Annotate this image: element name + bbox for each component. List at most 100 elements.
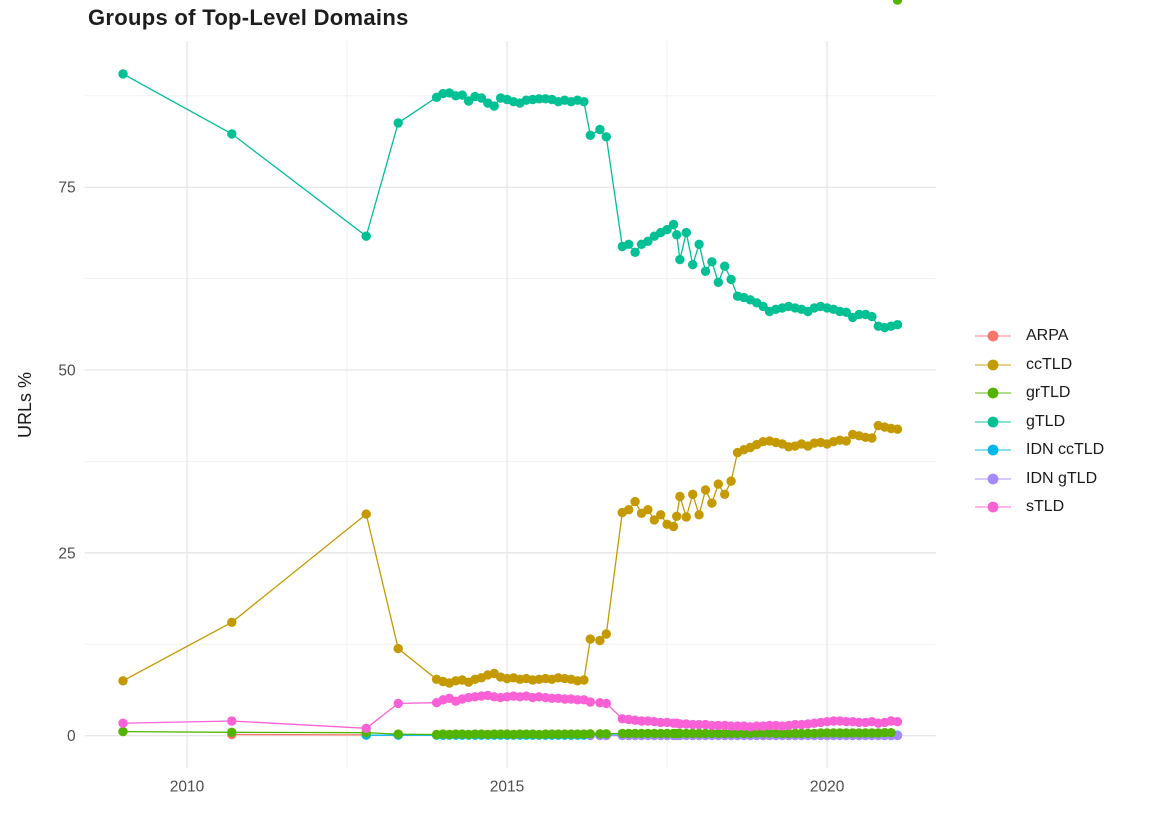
data-point xyxy=(393,118,403,128)
data-point xyxy=(601,729,611,739)
legend-label: gTLD xyxy=(1026,412,1066,430)
data-point xyxy=(668,219,679,230)
data-point xyxy=(668,521,679,532)
data-point xyxy=(227,716,237,726)
data-point xyxy=(118,69,128,79)
legend-key-icon xyxy=(975,501,1011,513)
data-point xyxy=(585,729,595,739)
data-point xyxy=(694,239,704,249)
data-point xyxy=(118,676,128,686)
data-point xyxy=(720,261,730,271)
data-point xyxy=(867,311,877,322)
data-point xyxy=(601,698,611,709)
data-point xyxy=(892,717,903,727)
data-point xyxy=(393,698,403,709)
x-tick-label: 2010 xyxy=(170,779,205,796)
data-point xyxy=(675,491,685,502)
data-point xyxy=(758,301,768,312)
legend-item-gtld: gTLD xyxy=(973,408,1104,437)
data-point xyxy=(892,320,903,330)
legend-item-idn-cctld: IDN ccTLD xyxy=(973,436,1104,465)
data-point xyxy=(892,424,903,434)
data-point xyxy=(726,274,736,285)
data-point xyxy=(688,489,698,499)
data-point xyxy=(585,634,595,644)
data-point xyxy=(700,266,711,276)
data-point xyxy=(886,728,896,738)
data-point xyxy=(393,643,403,654)
data-point xyxy=(630,247,640,257)
data-point xyxy=(118,718,128,728)
x-tick-label: 2020 xyxy=(810,779,845,796)
data-point xyxy=(841,307,851,317)
y-tick-label: 75 xyxy=(58,180,75,197)
data-point xyxy=(227,617,237,627)
data-point xyxy=(118,726,128,737)
y-tick-label: 25 xyxy=(58,545,75,562)
legend-key-icon xyxy=(975,416,1011,428)
data-point xyxy=(841,436,851,446)
y-tick-label: 0 xyxy=(67,728,76,745)
data-point xyxy=(867,433,877,443)
legend-label: ccTLD xyxy=(1026,355,1073,373)
legend-label: ARPA xyxy=(1026,327,1069,345)
data-point xyxy=(585,130,595,140)
data-point xyxy=(624,239,634,249)
data-point xyxy=(707,498,717,508)
data-point xyxy=(227,727,237,737)
data-point xyxy=(649,515,659,525)
legend-item-cctld: ccTLD xyxy=(973,351,1104,380)
data-point xyxy=(720,489,730,499)
data-point xyxy=(227,129,237,139)
legend-label: grTLD xyxy=(1026,384,1071,402)
data-point xyxy=(361,723,371,733)
data-point xyxy=(688,260,698,270)
legend-key-icon xyxy=(975,444,1011,456)
legend-label: sTLD xyxy=(1026,498,1065,516)
data-point xyxy=(656,510,666,520)
data-point xyxy=(713,277,723,287)
data-point xyxy=(595,124,605,135)
legend-key-icon xyxy=(975,330,1011,342)
data-point xyxy=(624,505,634,515)
data-point xyxy=(595,635,605,646)
data-point xyxy=(630,496,640,507)
data-point xyxy=(681,512,691,522)
data-point xyxy=(579,97,589,107)
legend-label: IDN ccTLD xyxy=(1026,441,1105,459)
data-point xyxy=(892,0,903,5)
data-point xyxy=(700,485,711,495)
legend-item-arpa: ARPA xyxy=(973,322,1104,351)
data-point xyxy=(726,476,736,486)
legend: ARPA ccTLD grTLD gTLD IDN ccTLD IDN gTLD… xyxy=(973,322,1104,522)
x-tick-label: 2015 xyxy=(490,779,524,796)
data-point xyxy=(476,93,487,103)
legend-key-icon xyxy=(975,473,1011,485)
data-point xyxy=(694,510,704,520)
data-point xyxy=(361,231,371,241)
data-point xyxy=(393,729,403,739)
data-point xyxy=(579,675,589,685)
legend-item-idn-gtld: IDN gTLD xyxy=(973,465,1104,494)
data-point xyxy=(707,257,717,267)
legend-key-icon xyxy=(975,387,1011,399)
data-point xyxy=(601,132,611,142)
chart-title: Groups of Top-Level Domains xyxy=(88,5,409,30)
legend-item-stld: sTLD xyxy=(973,493,1104,522)
data-point xyxy=(457,90,467,100)
data-point xyxy=(643,505,653,515)
data-point xyxy=(713,479,723,489)
data-point xyxy=(361,509,371,519)
data-point xyxy=(601,629,611,639)
legend-item-grtld: grTLD xyxy=(973,379,1104,408)
series-line-gtld xyxy=(122,73,898,329)
y-tick-label: 50 xyxy=(58,363,76,380)
legend-key-icon xyxy=(975,359,1011,371)
data-point xyxy=(675,254,685,265)
data-point xyxy=(643,236,653,246)
data-point xyxy=(662,224,672,235)
data-point xyxy=(585,697,595,707)
legend-label: IDN gTLD xyxy=(1026,469,1098,487)
